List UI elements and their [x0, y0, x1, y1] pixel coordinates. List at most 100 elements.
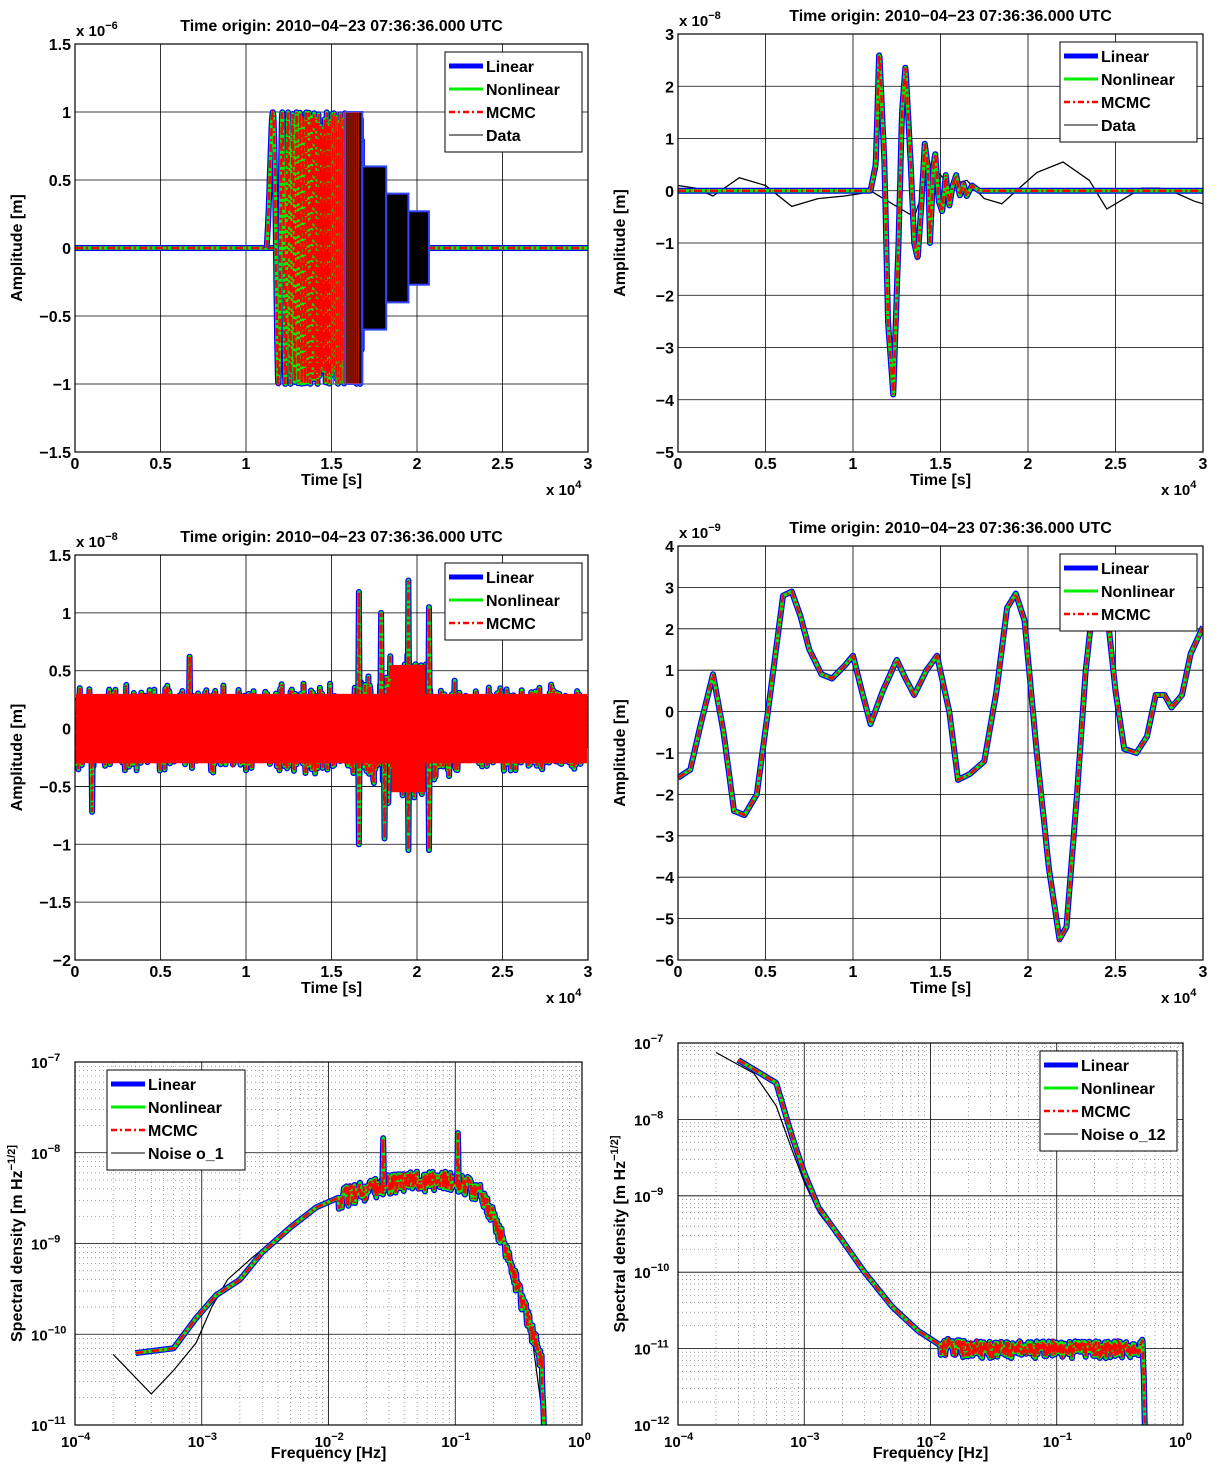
x-tick-label: 10−4: [61, 1431, 91, 1451]
legend: Linear Nonlinear MCMC Data: [1059, 41, 1198, 143]
series-mcmc-line: [381, 1138, 386, 1185]
legend-label-noise-o-1: Noise o_1: [148, 1146, 224, 1163]
y-tick-label: 10−11: [634, 1339, 669, 1359]
legend-label-noise-o-12: Noise o_12: [1081, 1127, 1166, 1144]
series-mcmc-line: [737, 1058, 1147, 1425]
chart-title: Time origin: 2010−04−23 07:36:36.000 UTC: [180, 18, 503, 35]
x-axis-label: Time [s]: [910, 980, 971, 997]
legend-label-nonlinear: Nonlinear: [148, 1100, 222, 1117]
y-tick-label: 10−8: [634, 1109, 663, 1129]
x-tick-label: 1: [849, 964, 858, 981]
plot-content: [678, 588, 1203, 944]
x-multiplier: x 104: [546, 479, 582, 499]
y-tick-label: 0.5: [49, 173, 71, 190]
y-multiplier: x 10−6: [76, 20, 118, 40]
y-tick-label: −4: [656, 870, 674, 887]
x-tick-label: 3: [1199, 964, 1208, 981]
legend: Linear Nonlinear MCMC Noise o_12: [1039, 1050, 1178, 1152]
y-tick-label: 0: [62, 241, 71, 258]
legend-label-data: Data: [486, 128, 521, 145]
x-tick-label: 10−3: [188, 1431, 217, 1451]
y-tick-label: −5: [656, 912, 674, 929]
x-tick-label: 1: [849, 456, 858, 473]
x-tick-label: 2.5: [1104, 456, 1126, 473]
plot-content: [715, 1051, 1148, 1425]
y-tick-label: 1.5: [49, 37, 71, 54]
series-nonlinear-line: [426, 728, 432, 852]
x-axis-label: Time [s]: [301, 472, 362, 489]
signal-block: [361, 165, 388, 331]
y-axis-label: Amplitude [m]: [9, 704, 26, 812]
chart-3: 0 0.5 1 1.5 2 2.5 3 −2 −1.5 −1 −0.5 0 0.5 1 1.5 Time or…: [9, 529, 593, 1007]
x-multiplier: x 104: [546, 987, 582, 1007]
legend-label-linear: Linear: [148, 1077, 196, 1094]
y-tick-label: −3: [656, 341, 674, 358]
legend-label-mcmc: MCMC: [486, 105, 536, 122]
y-tick-label: 1: [62, 606, 71, 623]
noise-burst: [391, 664, 426, 793]
y-tick-label: −5: [656, 445, 674, 462]
y-tick-label: −6: [656, 953, 674, 970]
legend-label-mcmc: MCMC: [1081, 1104, 1131, 1121]
x-tick-label: 2.5: [491, 456, 513, 473]
y-tick-label: 4: [665, 539, 674, 556]
y-multiplier: x 10−8: [76, 531, 118, 551]
y-tick-label: 10−10: [634, 1262, 669, 1282]
series-nonlinear-line: [426, 605, 432, 729]
plot-content: [75, 109, 588, 388]
x-tick-label: 10−1: [441, 1431, 470, 1451]
y-tick-label: 10−11: [31, 1415, 66, 1435]
plot-content: [112, 1130, 547, 1425]
x-tick-label: 0: [71, 964, 80, 981]
x-tick-label: 1.5: [320, 964, 342, 981]
y-tick-label: 2: [665, 622, 674, 639]
y-tick-label: 10−12: [634, 1415, 669, 1435]
axes-frame: [74, 1061, 583, 1426]
y-tick-label: −2: [656, 787, 674, 804]
legend-label-nonlinear: Nonlinear: [486, 593, 560, 610]
series-nonlinear-line: [380, 1136, 386, 1185]
x-tick-label: 0.5: [754, 964, 776, 981]
y-tick-label: −2: [53, 953, 71, 970]
chart-5: 10−4 10−3 10−2 10−1 100 10−11 10−10 10−9 10−8 10−…: [6, 1052, 591, 1462]
x-axis-label: Time [s]: [301, 980, 362, 997]
legend: Linear Nonlinear MCMC: [444, 562, 583, 641]
x-tick-label: 2: [413, 456, 422, 473]
y-tick-label: 10−10: [31, 1324, 66, 1344]
x-axis-label: Frequency [Hz]: [271, 1445, 387, 1462]
x-tick-label: 0.5: [149, 456, 171, 473]
y-axis-label: Spectral density [m Hz−1/2]: [609, 1135, 629, 1332]
plot-content: [75, 577, 588, 854]
series-mcmc-line: [678, 588, 1203, 944]
x-tick-label: 0: [674, 456, 683, 473]
x-tick-label: 10−1: [1043, 1431, 1072, 1451]
axes-frame: [74, 43, 589, 453]
y-tick-label: 0: [665, 705, 674, 722]
y-tick-label: 1.5: [49, 548, 71, 565]
series-mcmc-line: [678, 55, 1203, 395]
y-tick-label: −0.5: [39, 309, 71, 326]
legend: Linear Nonlinear MCMC: [1059, 553, 1198, 632]
chart-title: Time origin: 2010−04−23 07:36:36.000 UTC: [789, 520, 1112, 537]
y-tick-label: −1: [53, 837, 71, 854]
y-tick-label: −1.5: [39, 895, 71, 912]
x-tick-label: 100: [1169, 1431, 1192, 1451]
series-mcmc-line: [455, 1132, 461, 1183]
chart-title: Time origin: 2010−04−23 07:36:36.000 UTC: [180, 529, 503, 546]
legend-label-nonlinear: Nonlinear: [1101, 584, 1175, 601]
legend: Linear Nonlinear MCMC Noise o_1: [106, 1069, 246, 1171]
series-mcmc-line: [378, 612, 384, 729]
chart-6: 10−4 10−3 10−2 10−1 100 10−12 10−11 10−10 10−9 10…: [609, 1033, 1192, 1462]
legend-label-nonlinear: Nonlinear: [486, 82, 560, 99]
noise-core: [76, 693, 587, 764]
x-tick-label: 10−2: [917, 1431, 946, 1451]
legend-label-data: Data: [1101, 118, 1136, 135]
x-tick-label: 10−2: [315, 1431, 344, 1451]
x-tick-label: 3: [1199, 456, 1208, 473]
signal-block: [385, 192, 410, 304]
legend-label-mcmc: MCMC: [1101, 607, 1151, 624]
y-multiplier: x 10−8: [679, 10, 721, 30]
y-tick-label: 10−8: [31, 1143, 60, 1163]
x-axis-label: Time [s]: [910, 472, 971, 489]
